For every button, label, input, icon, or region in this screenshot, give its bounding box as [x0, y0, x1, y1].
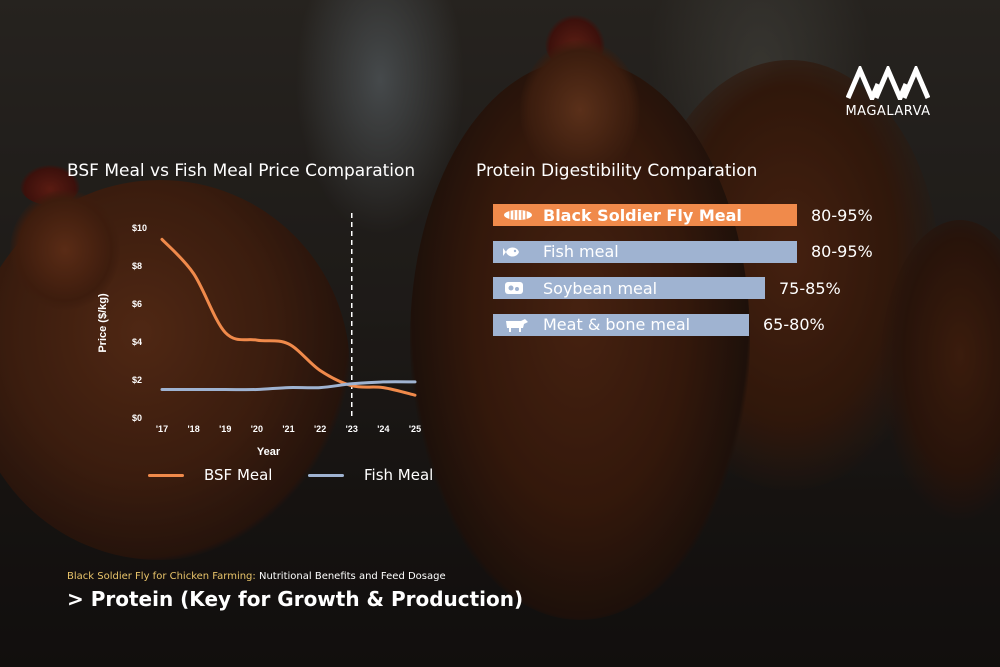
x-tick-label: '22 — [314, 424, 326, 434]
x-axis-label: Year — [257, 446, 281, 458]
bar-row: Black Soldier Fly Meal 80-95% — [493, 204, 873, 226]
hen-right — [880, 220, 1000, 520]
x-tick-label: '21 — [282, 424, 294, 434]
x-tick-label: '24 — [377, 424, 389, 434]
line-chart-title: BSF Meal vs Fish Meal Price Comparation — [67, 161, 416, 181]
cow-icon — [503, 317, 533, 333]
bar-row: Fish meal 80-95% — [493, 240, 873, 263]
y-tick-label: $6 — [132, 299, 142, 309]
subtitle-rest: Nutritional Benefits and Feed Dosage — [255, 571, 446, 582]
subtitle-accent: Black Soldier Fly for Chicken Farming: — [67, 571, 256, 582]
y-tick-label: $0 — [132, 413, 142, 423]
bar-label: Meat & bone meal — [543, 315, 691, 334]
bar-chart-title: Protein Digestibility Comparation — [476, 161, 758, 181]
legend-item-bsf: BSF Meal — [148, 466, 272, 484]
bar: Soybean meal — [493, 277, 765, 299]
series-line-bsf — [160, 237, 417, 397]
y-tick-label: $4 — [132, 337, 142, 347]
legend-swatch-fish — [308, 473, 344, 477]
bar-value-label: 80-95% — [811, 205, 873, 225]
legend-label-bsf: BSF Meal — [204, 466, 273, 484]
x-tick-label: '17 — [156, 424, 168, 434]
fish-icon — [503, 244, 533, 260]
bar-value-label: 80-95% — [811, 242, 873, 261]
hen-center-head — [520, 40, 640, 180]
y-tick-label: $10 — [132, 223, 147, 233]
bar: Black Soldier Fly Meal — [493, 204, 797, 226]
logo-mark-icon — [846, 66, 930, 100]
bar-row: Meat & bone meal 65-80% — [493, 313, 825, 336]
x-tick-label: '25 — [409, 424, 421, 434]
brand-logo: MAGALARVA — [838, 66, 938, 119]
x-tick-label: '18 — [188, 424, 200, 434]
x-tick-label: '20 — [251, 424, 263, 434]
bar-label: Fish meal — [543, 242, 619, 261]
bar-value-label: 65-80% — [763, 315, 825, 334]
y-tick-label: $8 — [132, 261, 142, 271]
bar: Meat & bone meal — [493, 313, 749, 336]
legend-label-fish: Fish Meal — [364, 466, 434, 484]
y-tick-label: $2 — [132, 375, 142, 385]
legend-swatch-bsf — [148, 473, 184, 477]
y-axis-label: Price ($/kg) — [97, 293, 109, 353]
bar-value-label: 75-85% — [779, 278, 841, 298]
subtitle: Black Soldier Fly for Chicken Farming: N… — [67, 571, 446, 582]
section-heading: > Protein (Key for Growth & Production) — [67, 587, 524, 611]
bar-row: Soybean meal 75-85% — [493, 277, 841, 299]
x-tick-label: '19 — [219, 424, 231, 434]
legend-item-fish: Fish Meal — [308, 466, 433, 484]
series-line-fish — [160, 380, 417, 392]
bar-label: Black Soldier Fly Meal — [543, 205, 742, 225]
bar: Fish meal — [493, 240, 797, 263]
bar-label: Soybean meal — [543, 278, 658, 298]
soybean-icon — [503, 280, 533, 296]
hen-left-head — [10, 190, 120, 310]
x-tick-label: '23 — [346, 424, 358, 434]
price-line-chart: $0 $2 $4 $6 $8 $10 '17 '18 '19 '20 '21 '22 '23 '24 '25… — [97, 213, 421, 458]
larva-icon — [503, 207, 533, 223]
logo-text: MAGALARVA — [845, 104, 931, 119]
